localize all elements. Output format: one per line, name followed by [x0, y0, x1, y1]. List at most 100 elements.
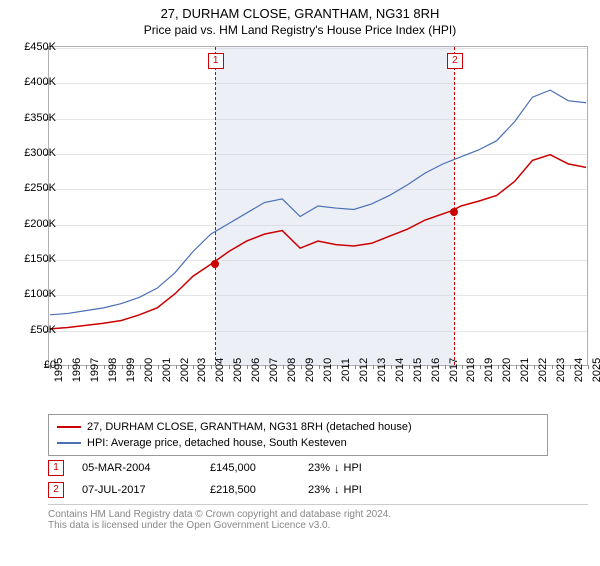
- series-svg: [49, 47, 587, 365]
- x-axis-label: 2009: [304, 358, 316, 382]
- x-axis-label: 2018: [465, 358, 477, 382]
- x-tick: [193, 365, 194, 369]
- event-date: 07-JUL-2017: [82, 484, 192, 496]
- x-tick: [265, 365, 266, 369]
- x-axis-label: 2008: [286, 358, 298, 382]
- event-price: £218,500: [210, 484, 290, 496]
- x-axis-label: 2003: [196, 358, 208, 382]
- x-axis-label: 2020: [501, 358, 513, 382]
- y-axis-label: £100K: [12, 288, 56, 300]
- x-axis-label: 1999: [125, 358, 137, 382]
- x-axis-label: 2017: [448, 358, 460, 382]
- x-axis-label: 2014: [394, 358, 406, 382]
- x-axis-label: 2013: [376, 358, 388, 382]
- x-axis-label: 2010: [322, 358, 334, 382]
- x-tick: [176, 365, 177, 369]
- x-tick: [211, 365, 212, 369]
- x-axis-label: 2012: [358, 358, 370, 382]
- down-arrow-icon: ↓: [334, 484, 340, 496]
- event-id-box: 1: [48, 460, 64, 476]
- x-tick: [68, 365, 69, 369]
- chart: 12 £0£50K£100K£150K£200K£250K£300K£350K£…: [0, 46, 600, 406]
- legend-item: HPI: Average price, detached house, Sout…: [57, 435, 539, 451]
- y-axis-label: £450K: [12, 41, 56, 53]
- event-price: £145,000: [210, 462, 290, 474]
- x-axis-label: 2011: [340, 358, 352, 382]
- x-axis-label: 2021: [519, 358, 531, 382]
- x-tick: [301, 365, 302, 369]
- x-axis-label: 1998: [107, 358, 119, 382]
- x-axis-label: 2024: [573, 358, 585, 382]
- x-tick: [355, 365, 356, 369]
- x-axis-label: 2005: [232, 358, 244, 382]
- x-axis-label: 2019: [483, 358, 495, 382]
- x-tick: [122, 365, 123, 369]
- event-dot-2: [450, 208, 458, 216]
- x-tick: [140, 365, 141, 369]
- events-table: 1 05-MAR-2004 £145,000 23% ↓ HPI 2 07-JUL-201…: [48, 460, 388, 504]
- event-row: 1 05-MAR-2004 £145,000 23% ↓ HPI: [48, 460, 388, 476]
- x-axis-label: 2006: [250, 358, 262, 382]
- x-tick: [552, 365, 553, 369]
- y-axis-label: £400K: [12, 76, 56, 88]
- y-axis-label: £150K: [12, 253, 56, 265]
- legend-swatch: [57, 442, 81, 444]
- x-tick: [104, 365, 105, 369]
- x-axis-label: 1996: [71, 358, 83, 382]
- x-axis-label: 2015: [412, 358, 424, 382]
- event-pct: 23% ↓ HPI: [308, 462, 388, 474]
- x-axis-label: 2025: [591, 358, 600, 382]
- footer-line-2: This data is licensed under the Open Gov…: [48, 520, 588, 531]
- series-hpi: [50, 90, 586, 315]
- x-tick: [498, 365, 499, 369]
- plot-area: 12: [48, 46, 588, 366]
- y-axis-label: £250K: [12, 182, 56, 194]
- legend-label: HPI: Average price, detached house, Sout…: [87, 435, 347, 451]
- x-tick: [158, 365, 159, 369]
- page-subtitle: Price paid vs. HM Land Registry's House …: [0, 23, 600, 37]
- x-axis-label: 2007: [268, 358, 280, 382]
- footer-line-1: Contains HM Land Registry data © Crown c…: [48, 509, 588, 520]
- y-axis-label: £300K: [12, 147, 56, 159]
- footer: Contains HM Land Registry data © Crown c…: [48, 504, 588, 531]
- x-tick: [229, 365, 230, 369]
- x-tick: [337, 365, 338, 369]
- event-id-box: 2: [48, 482, 64, 498]
- x-axis-label: 2016: [430, 358, 442, 382]
- legend: 27, DURHAM CLOSE, GRANTHAM, NG31 8RH (de…: [48, 414, 548, 456]
- x-tick: [391, 365, 392, 369]
- x-tick: [409, 365, 410, 369]
- event-date: 05-MAR-2004: [82, 462, 192, 474]
- x-axis-label: 2022: [537, 358, 549, 382]
- event-pct: 23% ↓ HPI: [308, 484, 388, 496]
- x-axis-label: 1997: [89, 358, 101, 382]
- x-tick: [86, 365, 87, 369]
- x-axis-label: 2023: [555, 358, 567, 382]
- y-axis-label: £0: [12, 359, 56, 371]
- x-tick: [516, 365, 517, 369]
- x-tick: [373, 365, 374, 369]
- x-axis-label: 2001: [161, 358, 173, 382]
- x-axis-label: 2002: [179, 358, 191, 382]
- y-axis-label: £200K: [12, 218, 56, 230]
- down-arrow-icon: ↓: [334, 462, 340, 474]
- x-tick: [534, 365, 535, 369]
- event-row: 2 07-JUL-2017 £218,500 23% ↓ HPI: [48, 482, 388, 498]
- x-tick: [445, 365, 446, 369]
- x-tick: [427, 365, 428, 369]
- page-title: 27, DURHAM CLOSE, GRANTHAM, NG31 8RH: [0, 6, 600, 21]
- x-tick: [480, 365, 481, 369]
- x-tick: [319, 365, 320, 369]
- legend-swatch: [57, 426, 81, 428]
- x-axis-label: 2000: [143, 358, 155, 382]
- legend-label: 27, DURHAM CLOSE, GRANTHAM, NG31 8RH (de…: [87, 419, 412, 435]
- event-dot-1: [211, 260, 219, 268]
- x-tick: [462, 365, 463, 369]
- x-axis-label: 2004: [214, 358, 226, 382]
- x-axis-label: 1995: [53, 358, 65, 382]
- series-price_paid: [50, 155, 586, 329]
- x-tick: [283, 365, 284, 369]
- y-axis-label: £50K: [12, 324, 56, 336]
- x-tick: [247, 365, 248, 369]
- x-tick: [588, 365, 589, 369]
